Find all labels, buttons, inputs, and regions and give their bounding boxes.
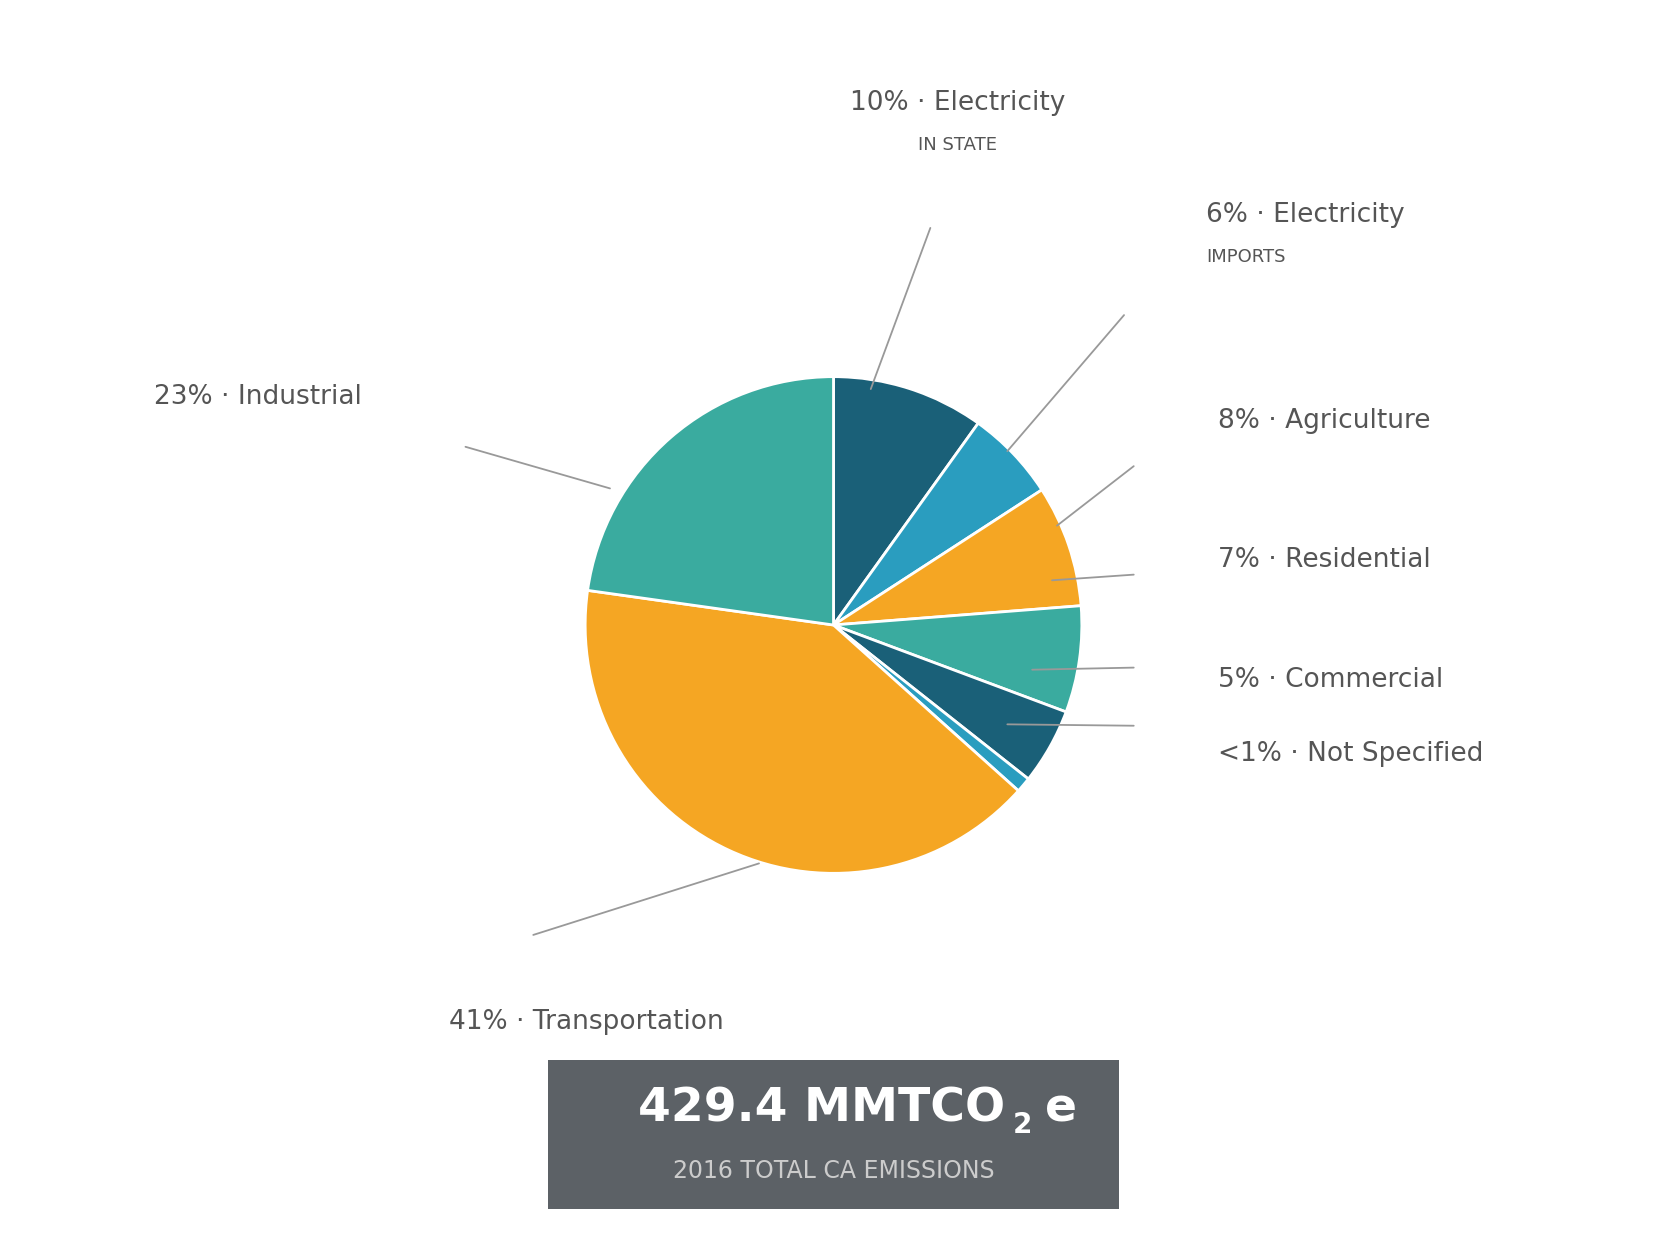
Text: 10% · Electricity: 10% · Electricity xyxy=(850,90,1065,116)
Text: 2: 2 xyxy=(1012,1111,1032,1140)
Text: 2016 TOTAL CA EMISSIONS: 2016 TOTAL CA EMISSIONS xyxy=(673,1159,994,1184)
Text: IN STATE: IN STATE xyxy=(919,136,997,154)
Text: 8% · Agriculture: 8% · Agriculture xyxy=(1219,409,1430,434)
FancyBboxPatch shape xyxy=(548,1060,1119,1209)
Text: <1% · Not Specified: <1% · Not Specified xyxy=(1219,741,1484,768)
Text: 5% · Commercial: 5% · Commercial xyxy=(1219,666,1444,692)
Text: 7% · Residential: 7% · Residential xyxy=(1219,548,1432,574)
Wedge shape xyxy=(585,590,1019,874)
Wedge shape xyxy=(834,625,1067,779)
Text: 41% · Transportation: 41% · Transportation xyxy=(448,1009,723,1035)
Wedge shape xyxy=(587,376,834,625)
Text: 6% · Electricity: 6% · Electricity xyxy=(1205,201,1405,228)
Wedge shape xyxy=(834,606,1082,712)
Wedge shape xyxy=(834,625,1029,791)
Text: IMPORTS: IMPORTS xyxy=(1205,248,1285,265)
Wedge shape xyxy=(834,376,979,625)
Text: 23% · Industrial: 23% · Industrial xyxy=(153,384,362,410)
Wedge shape xyxy=(834,424,1042,625)
Wedge shape xyxy=(834,490,1082,625)
Text: 429.4 MMTCO: 429.4 MMTCO xyxy=(637,1086,1005,1131)
Text: e: e xyxy=(1045,1086,1077,1131)
